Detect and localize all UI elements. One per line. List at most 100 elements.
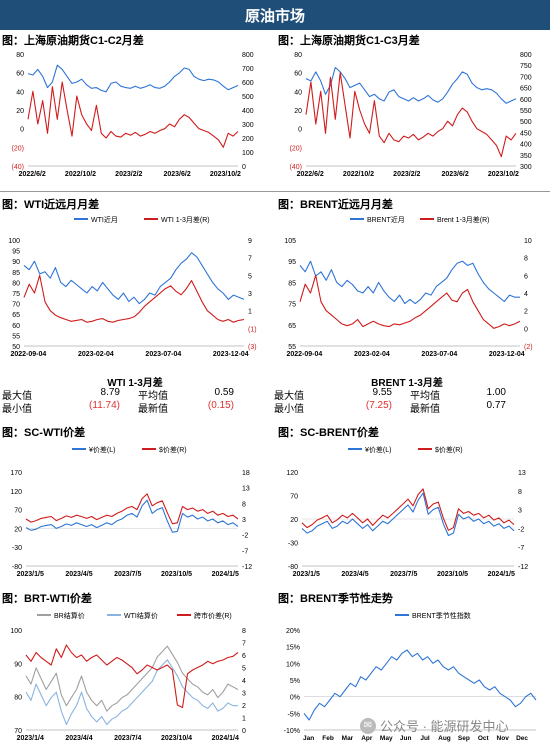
y-right-tick-label: 750	[520, 63, 532, 70]
y-right-tick-label: -7	[518, 545, 524, 552]
y-left-tick-label: 105	[284, 238, 296, 245]
x-tick-label: 2023-07-04	[421, 351, 457, 358]
y-left-tick-label: 60	[16, 71, 24, 78]
stats-value: 0.77	[486, 400, 506, 411]
stats-label: 最大值	[274, 391, 304, 402]
stats-label: 最小值	[2, 404, 32, 415]
y-left-tick-label: 0%	[290, 695, 300, 702]
x-tick-label: 2023/2/2	[115, 171, 142, 178]
y-right-tick-label: 4	[524, 291, 528, 298]
banner-title: 原油市场	[244, 7, 305, 25]
stats-label: 最小值	[274, 404, 304, 415]
y-right-tick-label: -2	[518, 526, 524, 533]
chart-title: 图：BRENT季节性走势	[278, 593, 393, 605]
x-tick-label: 2023/4/4	[65, 735, 92, 742]
y-right-tick-label: 0	[242, 164, 246, 171]
y-right-tick-label: 8	[242, 628, 246, 635]
x-tick-label: 2023/1/4	[17, 735, 44, 742]
y-right-tick-label: 3	[242, 691, 246, 698]
x-tick-label: 2023-07-04	[145, 351, 181, 358]
y-left-tick-label: 85	[12, 270, 20, 277]
y-left-tick-label: (40)	[290, 164, 302, 171]
legend-label: ¥价差(L)	[89, 445, 115, 454]
chart-svg: 170 120 70 20 -30 -80 18 13 8 3 -2 -7 -12 2023/1/5 202…	[10, 445, 252, 578]
y-right-tick-label: -12	[518, 564, 528, 571]
y-right-tick-label: 7	[248, 256, 252, 263]
y-left-tick-label: -5%	[288, 711, 300, 718]
stats-label: 最新值	[410, 404, 440, 415]
y-right-tick-label: 6	[242, 653, 246, 660]
x-tick-label: Mar	[342, 735, 354, 742]
chart-panel-sc-c1-c3: 图：上海原油期货C1-C3月差 80 60 40 20 0 (20) (40) 800 750 7…	[276, 32, 550, 190]
y-left-tick-label: 170	[10, 470, 22, 477]
chart-title: 图：SC-WTI价差	[2, 427, 86, 439]
series-line	[23, 252, 245, 305]
y-right-tick-label: 10	[524, 238, 532, 245]
y-left-tick-label: 20	[14, 526, 22, 533]
y-left-tick-label: 95	[12, 249, 20, 256]
y-right-tick-label: 2	[524, 309, 528, 316]
stats-header: BRENT 1-3月差	[371, 378, 443, 389]
y-left-tick-label: 95	[288, 259, 296, 266]
stats-label: 平均值	[138, 391, 168, 402]
x-tick-label: 2023/10/5	[437, 571, 468, 578]
watermark: ✉ 公众号 · 能源研发中心	[360, 716, 509, 735]
x-tick-label: 2023/1/5	[17, 571, 44, 578]
y-right-tick-label: -7	[242, 548, 248, 555]
x-tick-label: 2023-02-04	[354, 351, 390, 358]
y-left-tick-label: 80	[14, 695, 22, 702]
stats-header: WTI 1-3月差	[107, 378, 163, 389]
y-right-tick-label: 2	[242, 703, 246, 710]
x-tick-label: 2022/6/2	[297, 171, 324, 178]
y-right-tick-label: 350	[520, 153, 532, 160]
y-right-tick-label: 8	[242, 501, 246, 508]
series-line	[25, 645, 239, 712]
legend-label: WTI结算价	[124, 611, 158, 620]
x-tick-label: 2022-09-04	[10, 351, 46, 358]
y-right-tick-label: 3	[242, 517, 246, 524]
series-line	[25, 644, 239, 709]
y-left-tick-label: 65	[288, 323, 296, 330]
chart-panel-brt-wti: 图：BRT-WTI价差 100 90 80 70 8 7 6 5 4 3 2 1 0 2023/1/4 20…	[0, 590, 272, 748]
chart-svg: 80 60 40 20 0 (20) (40) 800 750 700 650 600 550 500 45…	[290, 52, 532, 178]
y-left-tick-label: 75	[12, 291, 20, 298]
y-right-tick-label: (1)	[248, 326, 257, 333]
y-left-tick-label: 70	[14, 508, 22, 515]
y-right-tick-label: (3)	[248, 344, 257, 351]
x-tick-label: 2022-09-04	[286, 351, 322, 358]
y-left-tick-label: 20	[16, 108, 24, 115]
y-right-tick-label: 8	[524, 256, 528, 263]
y-left-tick-label: 20%	[286, 628, 300, 635]
stats-value: 1.00	[486, 387, 506, 398]
chart-panel-brent-spread: 图：BRENT近远月月差 105 95 85 75 65 55 10 8 6 4 2 0 (2) 2022…	[276, 196, 550, 368]
series-line	[27, 81, 239, 148]
y-left-tick-label: 40	[16, 89, 24, 96]
x-tick-label: 2023/4/5	[341, 571, 368, 578]
chart-svg: 120 70 20 -30 -80 13 8 3 -2 -7 -12 2023/1/5 2023/4/5…	[286, 445, 528, 578]
stats-value: (11.74)	[89, 400, 120, 411]
y-left-tick-label: 40	[294, 89, 302, 96]
y-left-tick-label: 100	[8, 238, 20, 245]
x-tick-label: Dec	[516, 735, 528, 742]
y-left-tick-label: 100	[10, 628, 22, 635]
series-line	[25, 499, 239, 533]
y-right-tick-label: 500	[242, 94, 254, 101]
series-line	[25, 659, 238, 726]
legend-label: BRENT近月	[367, 215, 405, 224]
y-left-tick-label: (20)	[290, 145, 302, 152]
y-left-tick-label: 85	[288, 280, 296, 287]
y-left-tick-label: 80	[294, 52, 302, 59]
section-divider	[0, 191, 550, 192]
chart-title: 图：BRT-WTI价差	[2, 593, 92, 605]
series-line	[305, 66, 517, 104]
stats-value: (7.25)	[365, 400, 392, 411]
chart-title: 图：上海原油期货C1-C2月差	[2, 35, 144, 47]
stats-table-wti: WTI 1-3月差 最大值 8.79 平均值 0.59 最小值 (11.74) …	[0, 374, 272, 415]
legend-label: Brent 1-3月差(R)	[437, 215, 490, 224]
y-right-tick-label: 600	[242, 80, 254, 87]
y-right-tick-label: 3	[518, 508, 522, 515]
x-tick-label: 2022/6/2	[19, 171, 46, 178]
legend-label: 跨市价差(R)	[194, 611, 232, 620]
x-tick-label: 2023/10/2	[488, 171, 519, 178]
y-left-tick-label: 0	[298, 127, 302, 134]
